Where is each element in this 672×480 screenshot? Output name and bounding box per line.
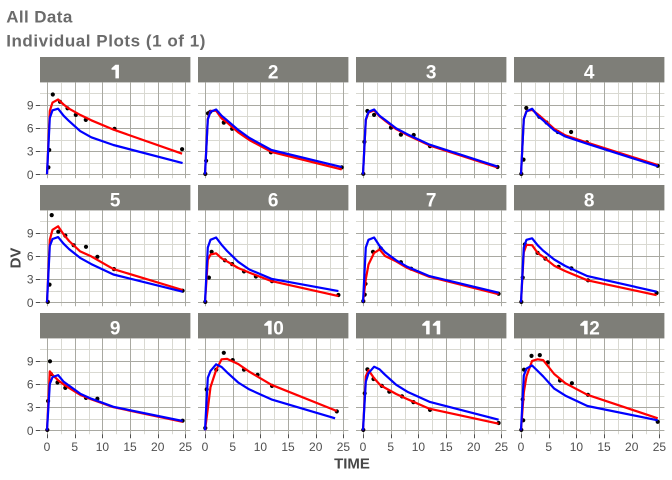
svg-text:3: 3 [27, 401, 34, 415]
svg-text:0: 0 [518, 440, 525, 454]
svg-text:0: 0 [27, 296, 34, 310]
svg-text:3: 3 [27, 145, 34, 159]
svg-text:5: 5 [229, 440, 236, 454]
svg-text:20: 20 [625, 440, 639, 454]
svg-text:25: 25 [337, 440, 351, 454]
svg-text:0: 0 [27, 424, 34, 438]
svg-text:20: 20 [151, 440, 165, 454]
svg-text:3: 3 [27, 273, 34, 287]
svg-text:20: 20 [467, 440, 481, 454]
svg-text:10: 10 [570, 440, 584, 454]
svg-text:10: 10 [96, 440, 110, 454]
svg-text:5: 5 [110, 190, 121, 211]
svg-text:10: 10 [254, 440, 268, 454]
svg-text:DV: DV [8, 248, 25, 269]
svg-text:15: 15 [439, 440, 453, 454]
svg-text:15: 15 [597, 440, 611, 454]
svg-text:25: 25 [495, 440, 509, 454]
svg-text:15: 15 [123, 440, 137, 454]
svg-text:25: 25 [179, 440, 193, 454]
svg-text:9: 9 [27, 226, 34, 240]
svg-text:0: 0 [360, 440, 367, 454]
svg-text:5: 5 [545, 440, 552, 454]
svg-text:10: 10 [412, 440, 426, 454]
svg-text:9: 9 [110, 318, 121, 339]
svg-text:5: 5 [71, 440, 78, 454]
svg-text:7: 7 [426, 190, 437, 211]
svg-text:9: 9 [27, 98, 34, 112]
svg-text:0: 0 [27, 168, 34, 182]
svg-text:15: 15 [281, 440, 295, 454]
svg-text:TIME: TIME [334, 456, 370, 473]
svg-text:3: 3 [426, 62, 437, 83]
svg-text:6: 6 [268, 190, 279, 211]
svg-text:6: 6 [27, 378, 34, 392]
svg-text:5: 5 [387, 440, 394, 454]
svg-text:Individual Plots (1 of 1): Individual Plots (1 of 1) [6, 32, 206, 51]
svg-text:2: 2 [268, 62, 279, 83]
svg-text:0: 0 [202, 440, 209, 454]
svg-text:All Data: All Data [6, 8, 73, 27]
svg-text:4: 4 [584, 62, 595, 83]
svg-text:25: 25 [653, 440, 667, 454]
svg-text:2: 2 [589, 318, 600, 339]
svg-text:0: 0 [44, 440, 51, 454]
svg-text:9: 9 [27, 354, 34, 368]
svg-text:6: 6 [27, 122, 34, 136]
svg-text:0: 0 [273, 318, 284, 339]
svg-text:8: 8 [584, 190, 595, 211]
svg-text:6: 6 [27, 250, 34, 264]
svg-text:20: 20 [309, 440, 323, 454]
